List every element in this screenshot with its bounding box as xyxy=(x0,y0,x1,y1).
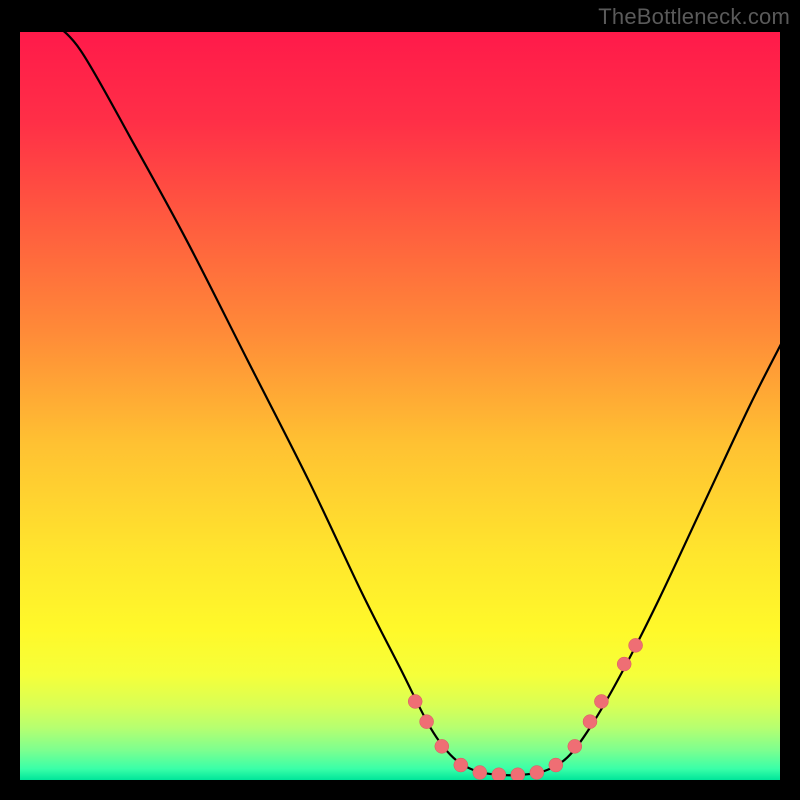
marker-point xyxy=(420,715,434,729)
marker-point xyxy=(568,739,582,753)
bottleneck-curve-chart xyxy=(0,0,800,800)
marker-point xyxy=(583,715,597,729)
marker-point xyxy=(492,768,506,782)
marker-point xyxy=(454,758,468,772)
marker-point xyxy=(617,657,631,671)
chart-stage: TheBottleneck.com xyxy=(0,0,800,800)
marker-point xyxy=(408,694,422,708)
marker-point xyxy=(594,694,608,708)
marker-point xyxy=(511,768,525,782)
marker-point xyxy=(549,758,563,772)
marker-point xyxy=(530,766,544,780)
marker-point xyxy=(629,638,643,652)
marker-point xyxy=(473,766,487,780)
marker-point xyxy=(435,739,449,753)
